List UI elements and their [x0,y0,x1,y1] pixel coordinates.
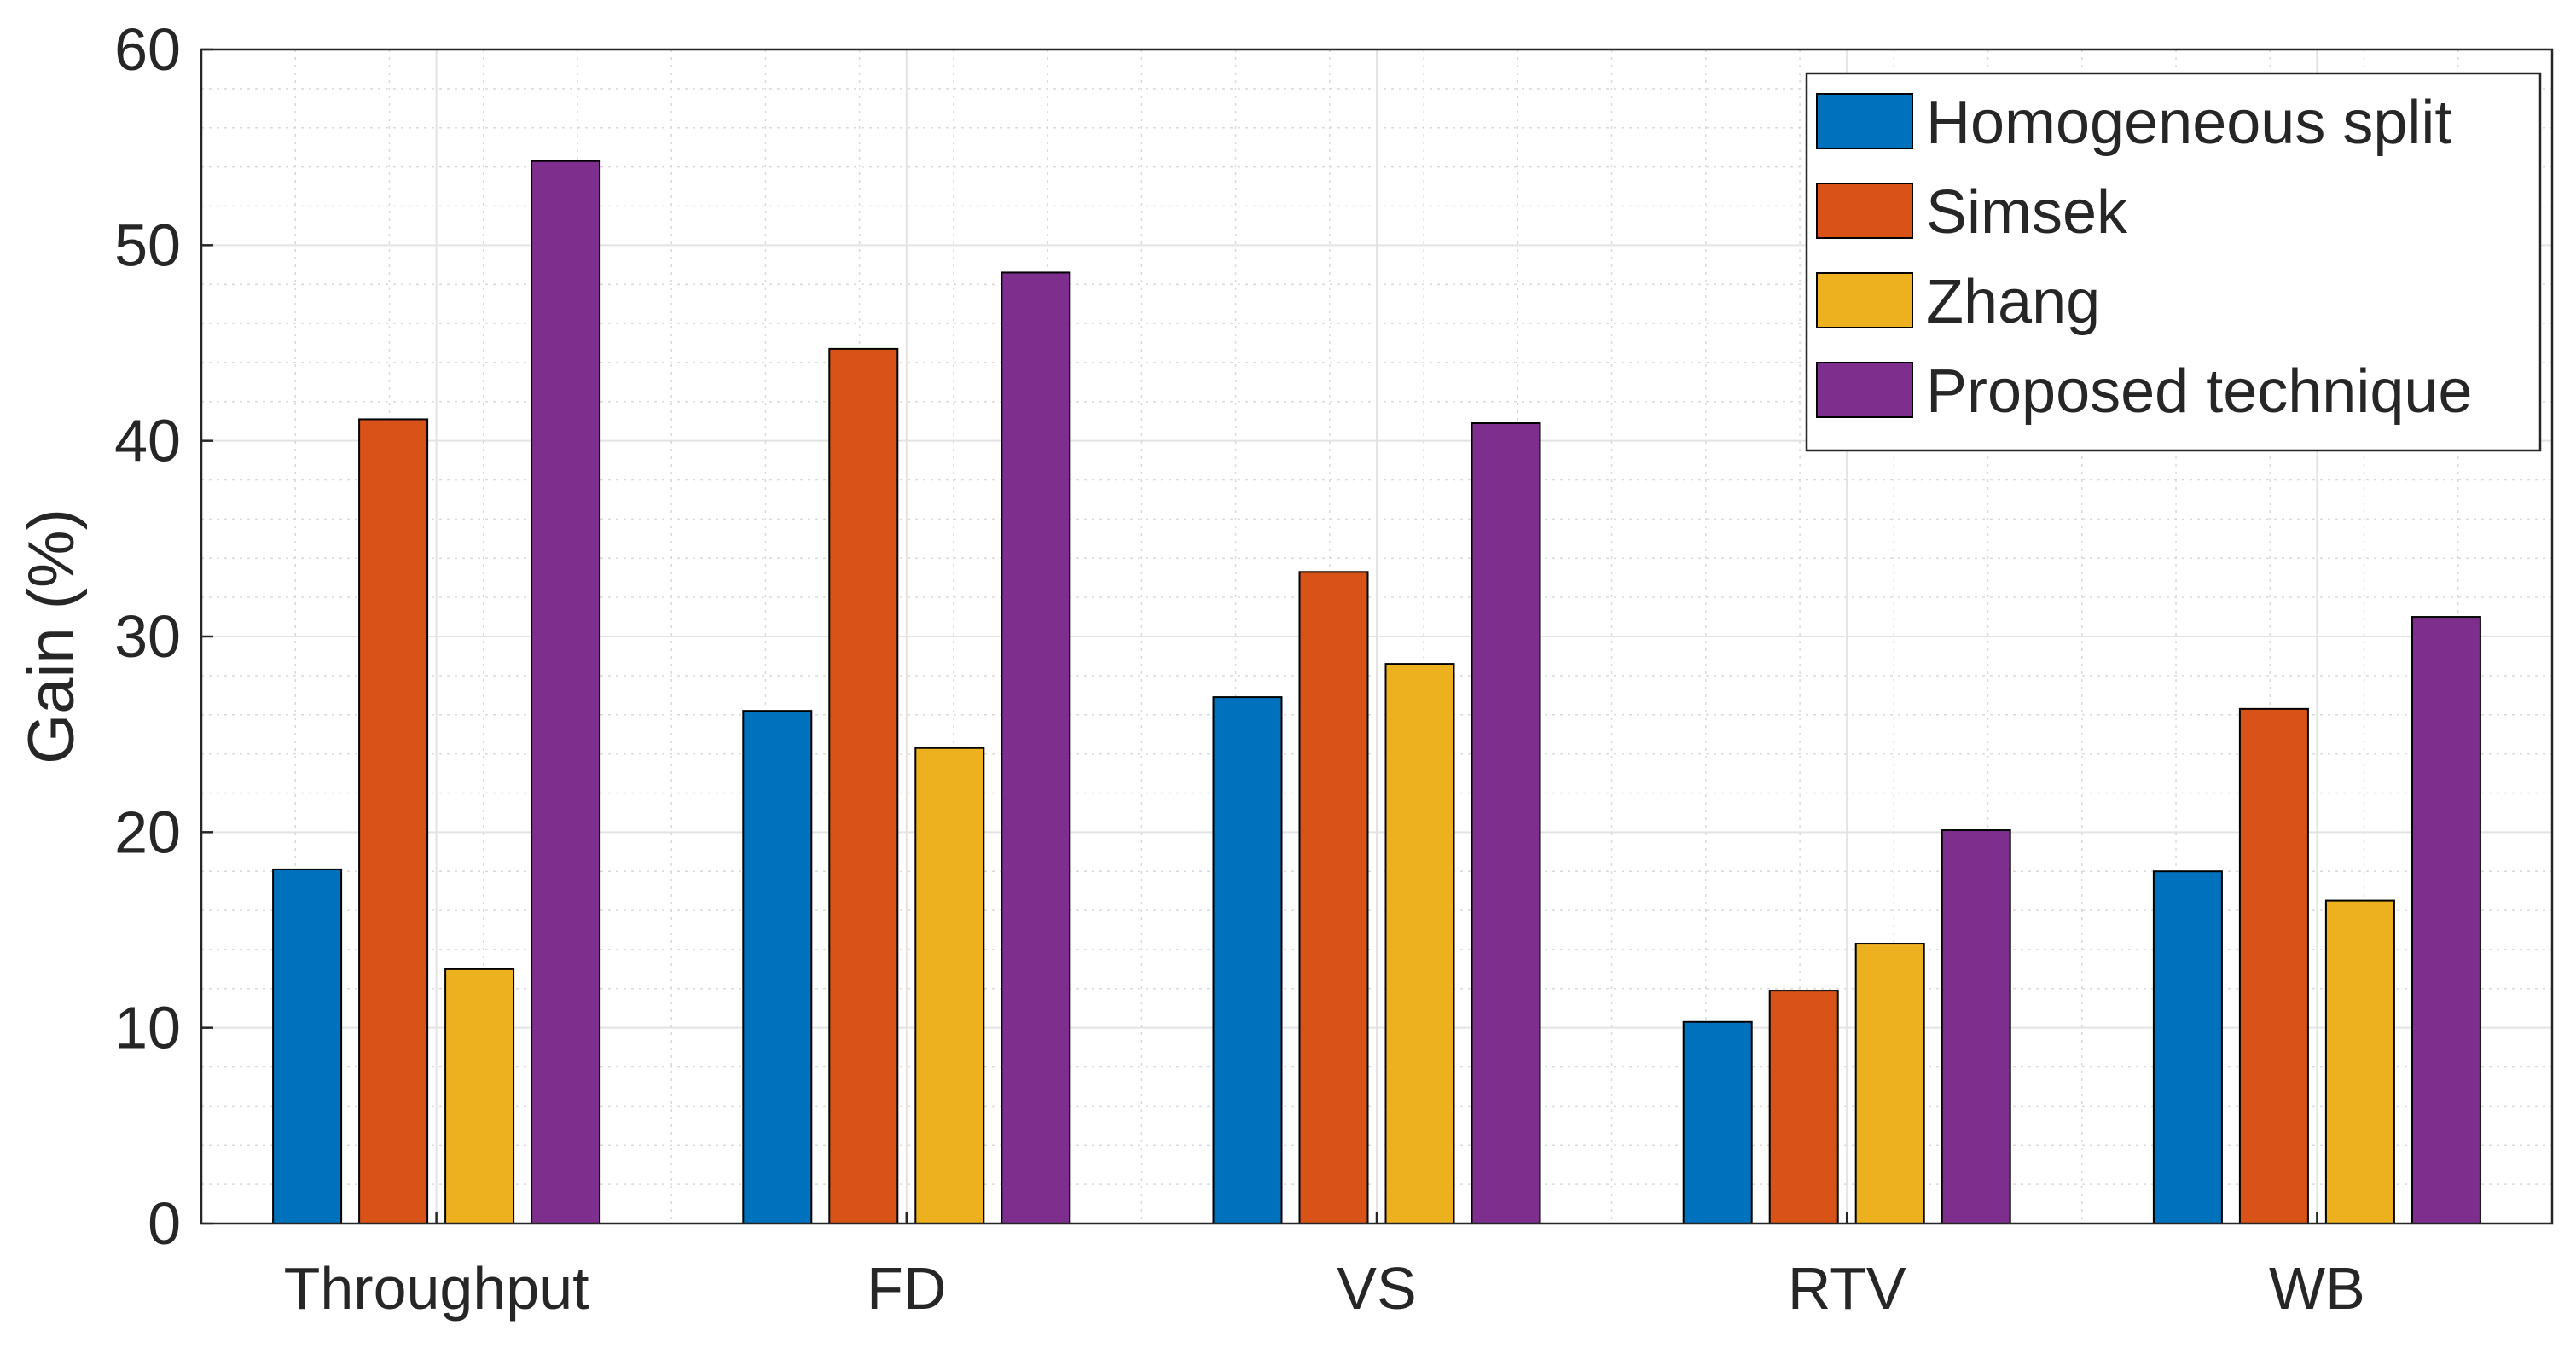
bar-homogeneous-split-throughput [272,868,343,1224]
bar-homogeneous-split-rtv [1682,1020,1753,1224]
y-axis-ticks: 0 10 20 30 40 50 60 [114,16,213,1257]
bar-simsek-throughput [358,418,429,1224]
legend-box [1805,72,2542,452]
x-tick-label: Throughput [284,1255,589,1322]
legend-swatch [1816,93,1913,149]
y-tick-label: 0 [148,1190,181,1257]
bar-zhang-rtv [1854,943,1925,1224]
y-tick-label: 30 [114,603,181,670]
bar-homogeneous-split-wb [2152,870,2223,1224]
x-axis-ticks: Throughput FD VS RTV WB [284,1212,2365,1322]
legend-swatch [1816,183,1913,239]
legend-label: Proposed technique [1926,357,2472,426]
bar-zhang-wb [2324,899,2395,1224]
bar-proposed-technique-fd [1001,271,1071,1225]
legend-label: Simsek [1926,178,2128,247]
bars [272,160,2481,1225]
legend-label: Zhang [1926,268,2100,336]
bar-homogeneous-split-fd [742,710,813,1224]
bar-proposed-technique-rtv [1941,829,2011,1224]
x-tick-label: WB [2269,1255,2365,1322]
y-tick-label: 60 [114,16,181,83]
y-tick-label: 50 [114,212,181,278]
bar-simsek-fd [828,347,899,1224]
bar-simsek-vs [1298,571,1369,1224]
x-tick-label: VS [1337,1255,1416,1322]
y-tick-label: 10 [114,995,181,1061]
x-tick-label: RTV [1788,1255,1906,1322]
y-tick-label: 20 [114,799,181,865]
legend-swatch [1816,362,1913,418]
bar-simsek-wb [2238,707,2309,1224]
legend-label: Homogeneous split [1926,89,2451,157]
bar-proposed-technique-wb [2411,616,2481,1224]
bar-simsek-rtv [1768,990,1839,1225]
x-tick-label: FD [867,1255,946,1322]
bar-proposed-technique-throughput [531,160,601,1225]
bar-zhang-fd [914,747,985,1224]
bar-zhang-throughput [444,968,515,1225]
y-tick-label: 40 [114,408,181,474]
y-axis-label: Gain (%) [15,508,88,764]
legend: Homogeneous split Simsek Zhang Proposed tec… [1805,72,2542,452]
legend-swatch [1816,272,1913,328]
bar-proposed-technique-vs [1471,422,1541,1224]
bar-zhang-vs [1384,663,1455,1224]
bar-homogeneous-split-vs [1212,696,1283,1224]
